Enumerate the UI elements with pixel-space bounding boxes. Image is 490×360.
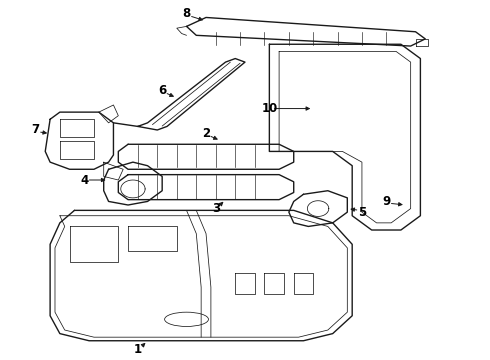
Text: 9: 9 — [382, 195, 391, 208]
Text: 6: 6 — [158, 84, 166, 97]
Text: 3: 3 — [212, 202, 220, 215]
Text: 8: 8 — [182, 8, 191, 21]
Text: 1: 1 — [134, 343, 142, 356]
Text: 5: 5 — [358, 206, 366, 219]
Text: 10: 10 — [261, 102, 277, 115]
Text: 7: 7 — [31, 123, 40, 136]
Text: 2: 2 — [202, 127, 210, 140]
Text: 4: 4 — [80, 174, 88, 186]
